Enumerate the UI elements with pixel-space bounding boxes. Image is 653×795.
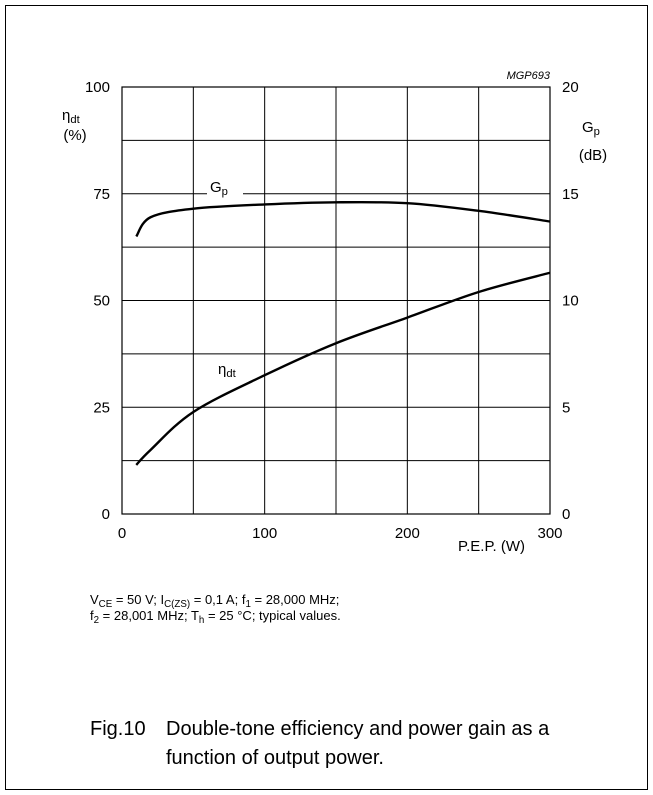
text-part: f <box>90 608 94 623</box>
text-part: = 50 V; I <box>112 592 164 607</box>
subscript: dt <box>70 114 80 126</box>
caption: Double-tone efficiency and power gain as… <box>166 718 550 740</box>
text-part: η <box>218 361 226 378</box>
y2-tick-label: 15 <box>562 186 579 203</box>
y2-axis-label: Gp <box>582 119 600 138</box>
text-part: = 0,1 A; f <box>190 592 246 607</box>
series-label: Gp <box>210 179 228 198</box>
label-background <box>215 358 251 380</box>
y-tick-label: 75 <box>93 186 110 203</box>
y-tick-label: 0 <box>102 506 110 523</box>
y2-tick-label: 0 <box>562 506 570 523</box>
line <box>135 200 551 238</box>
subscript: p <box>594 126 600 138</box>
x-tick-label: 0 <box>118 525 126 542</box>
subscript: h <box>199 615 204 626</box>
y-tick-label: 100 <box>85 79 110 96</box>
x-tick-label: 200 <box>395 525 420 542</box>
conditions: f2 = 28,001 MHz; Th = 25 °C; typical val… <box>90 608 341 626</box>
text-part: G <box>582 119 594 136</box>
y-tick-label: 25 <box>93 399 110 416</box>
text-part: = 28,001 MHz; T <box>99 608 199 623</box>
text-part: G <box>210 179 222 196</box>
subscript: p <box>222 186 228 198</box>
text-part: = 25 °C; typical values. <box>204 608 340 623</box>
y2-tick-label: 10 <box>562 293 579 310</box>
text-part: = 28,000 MHz; <box>251 592 340 607</box>
y2-tick-label: 20 <box>562 79 579 96</box>
x-tick-label: 100 <box>252 525 277 542</box>
frame <box>5 5 648 790</box>
code: MGP693 <box>507 70 551 82</box>
y-axis-label: ηdt <box>62 107 81 126</box>
subscript: CE <box>99 599 113 610</box>
text-part: V <box>90 592 99 607</box>
series-label: ηdt <box>218 361 237 380</box>
caption-label: Fig.10 <box>90 718 146 740</box>
subscript: dt <box>226 368 236 380</box>
subscript: 2 <box>94 615 99 626</box>
subscript: C(ZS) <box>164 599 190 610</box>
subscript: 1 <box>245 599 250 610</box>
x-tick-label: 300 <box>537 525 562 542</box>
caption: function of output power. <box>166 747 384 769</box>
line <box>135 271 551 466</box>
label-background <box>207 176 243 198</box>
conditions: VCE = 50 V; IC(ZS) = 0,1 A; f1 = 28,000 … <box>90 592 339 610</box>
y-tick-label: 50 <box>93 293 110 310</box>
y2-tick-label: 5 <box>562 399 570 416</box>
x-axis-label: P.E.P. (W) <box>458 538 525 555</box>
text-part: η <box>62 107 70 124</box>
y-axis-unit: (%) <box>63 127 86 144</box>
y2-axis-unit: (dB) <box>579 147 607 164</box>
